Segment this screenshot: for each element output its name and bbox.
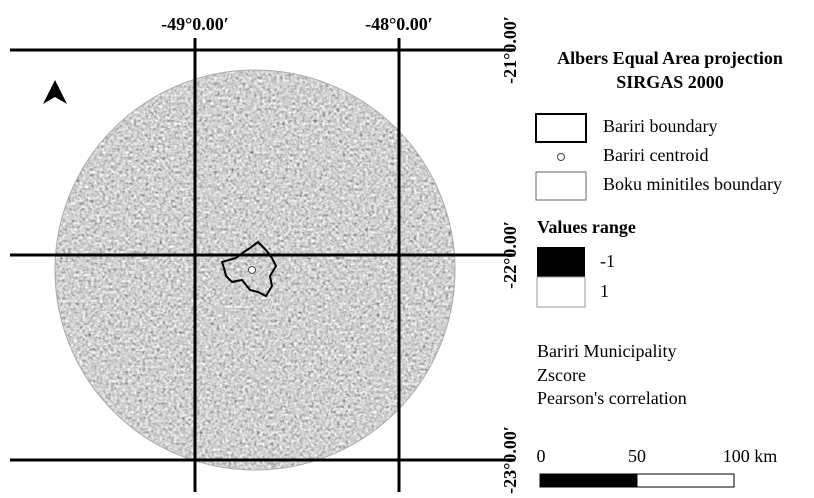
- legend-swatch: [558, 154, 565, 161]
- scale-label: 100 km: [723, 446, 778, 466]
- legend-note: Pearson's correlation: [537, 388, 687, 408]
- values-range-title: Values range: [537, 217, 636, 237]
- legend-label: Bariri centroid: [603, 145, 708, 165]
- legend-label: -1: [600, 251, 615, 271]
- legend-swatch: [537, 247, 585, 277]
- legend-swatch: [536, 114, 586, 142]
- longitude-label: -49°0.00′: [161, 14, 229, 34]
- legend-note: Zscore: [537, 365, 586, 385]
- latitude-label: -23°0.00′: [500, 426, 520, 494]
- legend-title: SIRGAS 2000: [616, 72, 724, 92]
- legend-label: 1: [600, 281, 609, 301]
- longitude-label: -48°0.00′: [365, 14, 433, 34]
- legend-label: Bariri boundary: [603, 116, 717, 136]
- legend-label: Boku minitiles boundary: [603, 174, 782, 194]
- legend-note: Bariri Municipality: [537, 341, 676, 361]
- scale-bar: [540, 474, 637, 487]
- latitude-label: -22°0.00′: [500, 221, 520, 289]
- north-arrow: [43, 80, 67, 104]
- legend-swatch: [537, 277, 585, 307]
- scale-bar: [637, 474, 734, 487]
- map-page: -49°0.00′ -48°0.00′ -21°0.00′ -22°0.00′ …: [0, 0, 814, 498]
- scale-label: 50: [628, 446, 646, 466]
- scale-label: 0: [537, 446, 546, 466]
- bariri-centroid: [249, 267, 256, 274]
- legend-swatch: [536, 172, 586, 200]
- latitude-label: -21°0.00′: [500, 16, 520, 84]
- legend-title: Albers Equal Area projection: [557, 48, 783, 68]
